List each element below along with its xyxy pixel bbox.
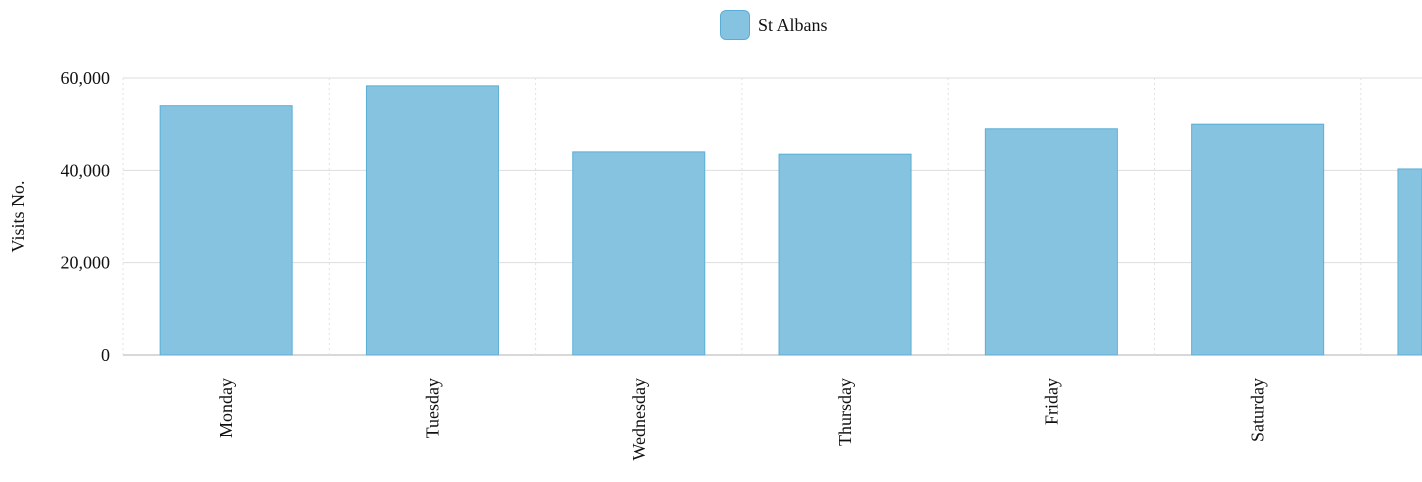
bar-friday[interactable] <box>984 128 1118 356</box>
legend[interactable]: St Albans <box>720 9 828 41</box>
x-tick-friday: Friday <box>1041 378 1061 425</box>
y-tick-1: 20,000 <box>61 253 111 273</box>
legend-label-st-albans: St Albans <box>758 14 828 35</box>
x-tick-tuesday: Tuesday <box>422 378 442 438</box>
y-axis-ticks: 0 20,000 40,000 60,000 <box>61 68 111 365</box>
x-tick-thursday: Thursday <box>835 378 855 446</box>
bar-saturday[interactable] <box>1191 123 1325 356</box>
grid <box>122 77 1422 356</box>
x-tick-saturday: Saturday <box>1248 378 1268 442</box>
y-axis-title: Visits No. <box>8 181 28 253</box>
bar-monday[interactable] <box>159 105 293 356</box>
y-tick-0: 0 <box>101 345 110 365</box>
bar-tuesday[interactable] <box>365 85 499 356</box>
bar-wednesday[interactable] <box>572 151 706 356</box>
x-tick-monday: Monday <box>216 378 236 438</box>
y-tick-2: 40,000 <box>61 160 111 180</box>
bars <box>159 85 1422 356</box>
bar-sunday[interactable] <box>1397 168 1422 356</box>
y-tick-3: 60,000 <box>61 68 111 88</box>
legend-swatch-st-albans[interactable] <box>720 10 750 40</box>
bar-thursday[interactable] <box>778 153 912 356</box>
x-tick-wednesday: Wednesday <box>629 378 649 461</box>
x-axis-ticks: Monday Tuesday Wednesday Thursday Friday Satu… <box>216 378 1268 461</box>
